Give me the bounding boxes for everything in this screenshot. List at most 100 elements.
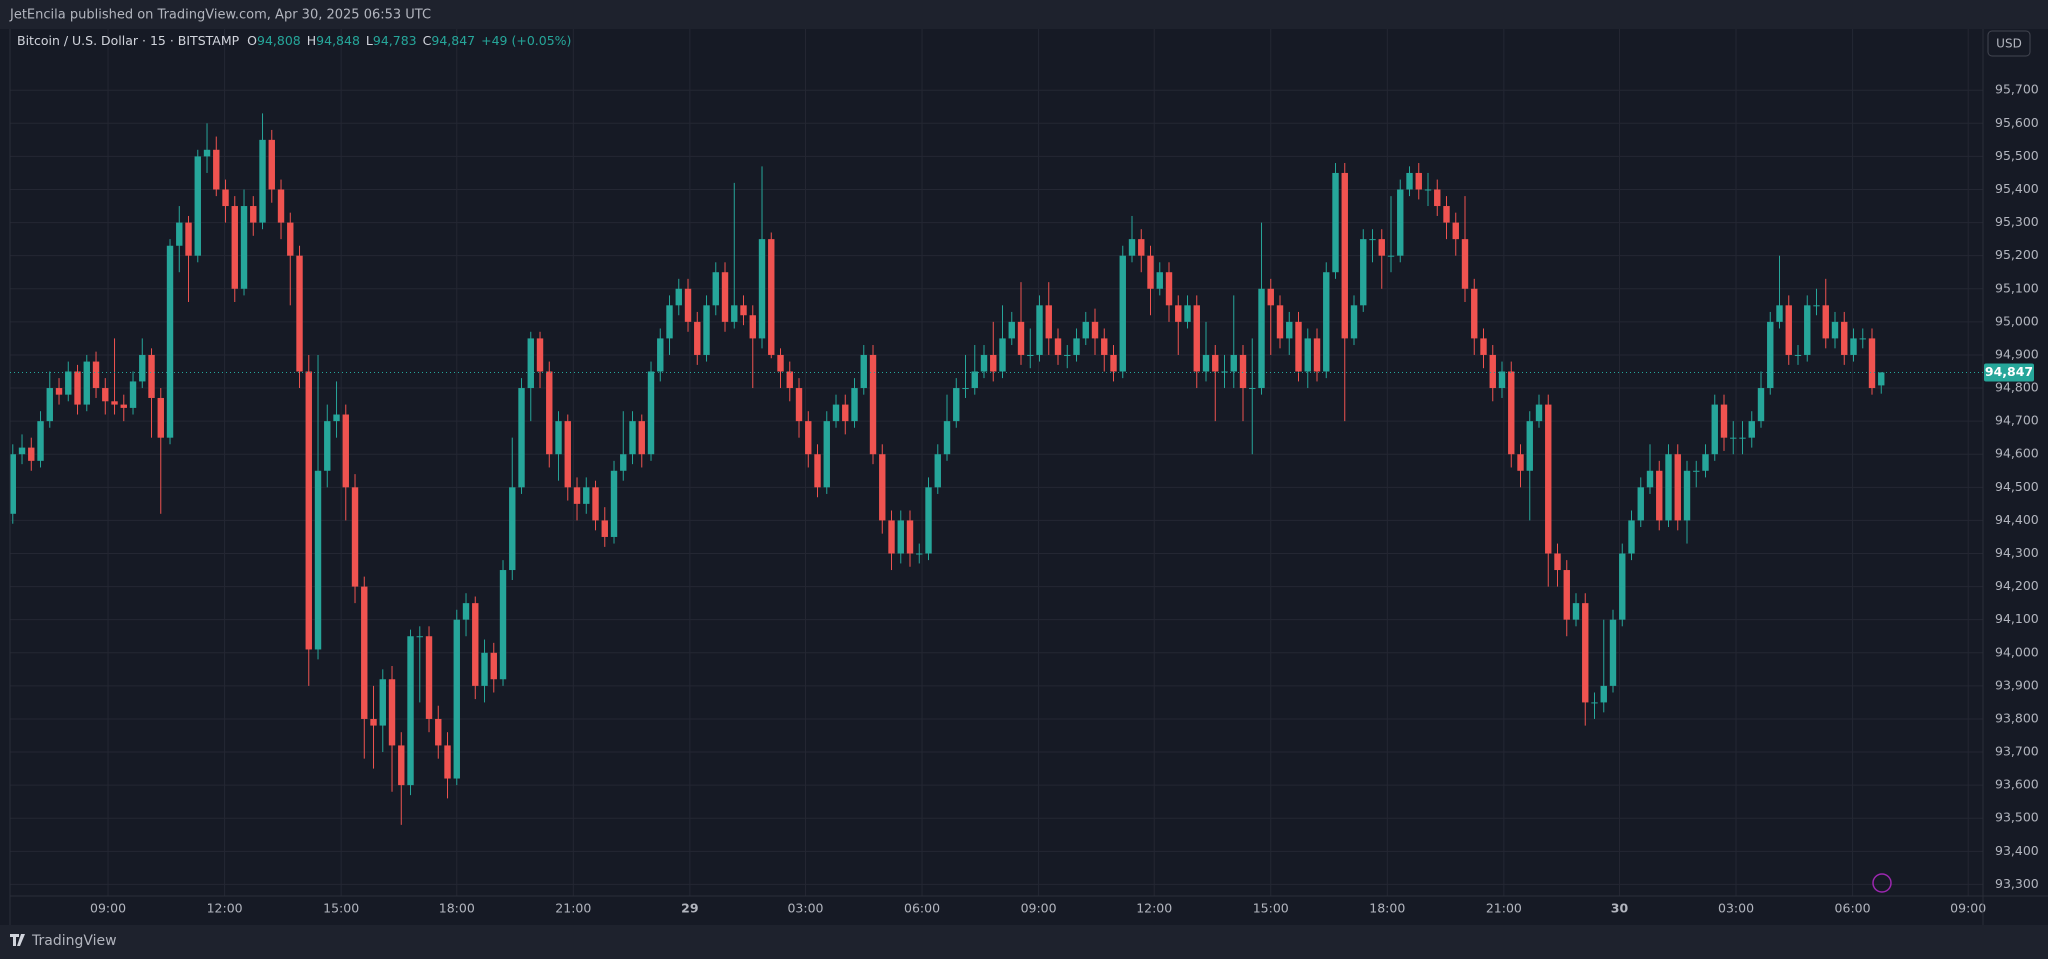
candle-body <box>1156 272 1163 289</box>
candle-body <box>1767 321 1774 389</box>
symbol-title: Bitcoin / U.S. Dollar · 15 · BITSTAMP <box>17 33 240 48</box>
candle-body <box>1600 685 1607 703</box>
candle-body <box>1341 172 1348 339</box>
y-tick-label: 95,200 <box>1995 247 2039 262</box>
candle-body <box>703 305 710 355</box>
candle-body <box>906 520 914 554</box>
candle-body <box>1480 338 1487 355</box>
candle-body <box>897 520 904 554</box>
candle-body <box>629 421 636 455</box>
candle-body <box>1878 372 1885 386</box>
candle-body <box>1138 239 1145 256</box>
x-tick-label: 06:00 <box>1835 901 1871 916</box>
candle-body <box>1323 272 1330 372</box>
candle-body <box>1702 454 1709 471</box>
candle-body <box>139 354 146 382</box>
legend-key: C <box>423 33 432 48</box>
candle-body <box>1859 338 1866 340</box>
candle-body <box>1434 189 1441 207</box>
x-tick-label: 09:00 <box>90 901 126 916</box>
candle-body <box>1693 470 1700 472</box>
candle-body <box>129 381 137 408</box>
candle-body <box>1776 305 1783 322</box>
candle-body <box>287 222 294 256</box>
y-tick-label: 95,400 <box>1995 181 2039 196</box>
candle-body <box>472 603 479 686</box>
currency-button[interactable] <box>1987 30 2031 57</box>
candle-body <box>1646 470 1654 488</box>
candle-body <box>1147 255 1154 289</box>
candle-body <box>795 388 803 422</box>
y-tick-label: 94,100 <box>1995 611 2039 626</box>
candle-body <box>962 388 969 390</box>
candle-body <box>213 149 220 190</box>
candle-body <box>166 245 174 438</box>
candle-body <box>916 553 923 555</box>
brand: TradingView <box>31 933 117 949</box>
candle-body <box>1868 338 1876 389</box>
candle-body <box>1498 371 1506 389</box>
candle-body <box>842 404 849 422</box>
candle-body <box>462 603 470 620</box>
candle-body <box>1831 321 1839 339</box>
candle-body <box>666 305 673 339</box>
candle-body <box>1424 189 1432 191</box>
candle-body <box>823 421 830 488</box>
candle-body <box>851 388 858 422</box>
candle-body <box>1656 470 1663 521</box>
candle-body <box>1730 437 1737 439</box>
x-tick-label: 06:00 <box>904 901 940 916</box>
candle-body <box>573 487 581 504</box>
candle-body <box>1785 305 1792 355</box>
candle-body <box>564 421 571 488</box>
candle-body <box>1813 305 1820 307</box>
candle-body <box>148 354 155 398</box>
currency[interactable]: USD <box>1996 37 2022 51</box>
candle-body <box>333 414 340 422</box>
candle-body <box>740 305 747 316</box>
candle-body <box>398 745 405 786</box>
x-tick-label: 09:00 <box>1950 901 1986 916</box>
y-tick-label: 93,400 <box>1995 843 2039 858</box>
candle-body <box>92 361 100 389</box>
candle-body <box>1526 421 1533 471</box>
candle-body <box>250 206 257 223</box>
candle-body <box>1471 288 1478 339</box>
footer-bar <box>0 925 2048 959</box>
y-tick-label: 93,600 <box>1995 777 2039 792</box>
candle-body <box>749 315 756 339</box>
candle-body <box>1128 239 1136 256</box>
candle-body <box>1545 404 1552 554</box>
candle-body <box>1193 305 1200 372</box>
x-tick-label: 29 <box>681 901 698 916</box>
candle-body <box>1628 520 1635 554</box>
candle-body <box>721 272 729 322</box>
candle-body <box>638 421 645 455</box>
candle-body <box>18 447 26 455</box>
candle-body <box>1073 338 1080 355</box>
candle-body <box>1406 172 1413 190</box>
candle-body <box>46 388 53 422</box>
candle-body <box>1286 321 1293 339</box>
candle-body <box>1267 288 1274 306</box>
x-tick-label: 15:00 <box>1253 901 1289 916</box>
y-tick-label: 94,400 <box>1995 512 2039 527</box>
y-tick-label: 93,900 <box>1995 677 2039 692</box>
alert-icon[interactable] <box>1872 873 1892 893</box>
candle-body <box>990 354 997 372</box>
candle-body <box>712 272 719 306</box>
candle-body <box>1110 354 1117 372</box>
candle-body <box>1582 603 1589 703</box>
candle-body <box>1350 305 1358 339</box>
candle-body <box>555 421 562 455</box>
candle-body <box>37 421 44 461</box>
candle-body <box>1794 354 1802 356</box>
candle-body <box>240 206 248 289</box>
candle-body <box>1619 553 1626 620</box>
publish-note: JetEncila published on TradingView.com, … <box>9 8 431 23</box>
candle-body <box>1461 239 1469 289</box>
candle-body <box>203 149 211 157</box>
candle-body <box>980 354 988 372</box>
candle-body <box>1332 172 1339 273</box>
